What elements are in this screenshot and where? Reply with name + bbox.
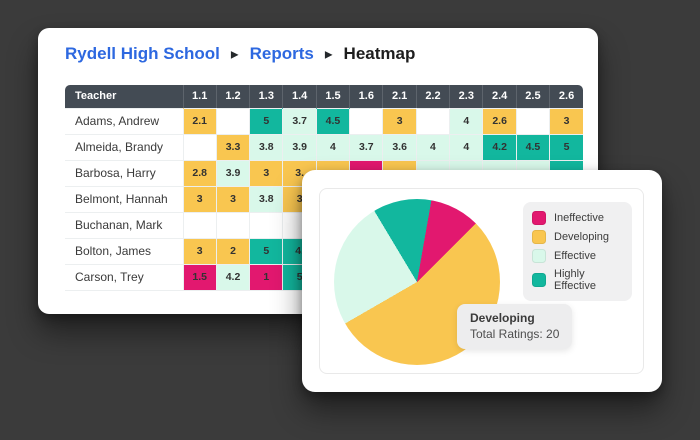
heatmap-cell[interactable]: 3.6 xyxy=(382,133,417,161)
heatmap-column-header: 2.5 xyxy=(516,85,551,108)
pie-legend: Ineffective Developing Effective Highly Eff… xyxy=(523,202,632,301)
heatmap-cell[interactable]: 4.5 xyxy=(315,107,351,135)
heatmap-column-header: 1.2 xyxy=(216,85,251,108)
teacher-name-cell: Carson, Trey xyxy=(65,263,184,291)
heatmap-cell[interactable]: 2.8 xyxy=(182,159,217,187)
pie-tooltip-value: Total Ratings: 20 xyxy=(470,327,560,341)
legend-item[interactable]: Ineffective xyxy=(532,211,626,225)
heatmap-column-header: 1.5 xyxy=(316,85,351,108)
legend-item[interactable]: Highly Effective xyxy=(532,268,626,292)
heatmap-cell[interactable]: 4.2 xyxy=(482,133,517,161)
heatmap-cell[interactable]: 5 xyxy=(549,133,583,161)
legend-label: Ineffective xyxy=(554,212,604,224)
heatmap-cell[interactable]: 3 xyxy=(249,159,284,187)
heatmap-cell[interactable]: 4 xyxy=(449,107,484,135)
pie-tooltip: Developing Total Ratings: 20 xyxy=(457,304,573,349)
teacher-name-cell: Buchanan, Mark xyxy=(65,211,184,239)
heatmap-column-header: 1.6 xyxy=(349,85,384,108)
breadcrumb-arrow-icon: ▶ xyxy=(230,49,239,60)
teacher-name-cell: Belmont, Hannah xyxy=(65,185,184,213)
pie-chart-card: Ineffective Developing Effective Highly Eff… xyxy=(302,170,662,392)
legend-item[interactable]: Developing xyxy=(532,230,626,244)
heatmap-column-header: 2.3 xyxy=(449,85,484,108)
heatmap-column-header: 1.3 xyxy=(249,85,284,108)
heatmap-cell[interactable]: 4.5 xyxy=(515,133,551,161)
heatmap-cell[interactable]: 3.9 xyxy=(215,159,251,187)
heatmap-cell[interactable]: 3 xyxy=(182,185,217,213)
legend-swatch xyxy=(532,273,546,287)
breadcrumb-arrow-icon: ▶ xyxy=(324,49,333,60)
heatmap-cell[interactable] xyxy=(215,107,251,135)
breadcrumb-school-link[interactable]: Rydell High School xyxy=(65,44,220,63)
heatmap-cell[interactable]: 3 xyxy=(549,107,583,135)
heatmap-row: Adams, Andrew 2.1 5 3.7 4.5 3 4 2.6 3 xyxy=(65,107,583,135)
teacher-name-cell: Barbosa, Harry xyxy=(65,159,184,187)
heatmap-cell[interactable]: 3.8 xyxy=(249,133,284,161)
heatmap-cell[interactable] xyxy=(515,107,551,135)
heatmap-cell[interactable]: 2.6 xyxy=(482,107,517,135)
teacher-name-cell: Almeida, Brandy xyxy=(65,133,184,161)
legend-label: Highly Effective xyxy=(554,268,596,292)
heatmap-header-teacher: Teacher xyxy=(65,85,184,108)
heatmap-cell[interactable]: 3.8 xyxy=(249,185,284,213)
legend-label: Developing xyxy=(554,231,610,243)
heatmap-cell[interactable] xyxy=(249,211,284,239)
heatmap-column-header: 2.6 xyxy=(549,85,583,108)
teacher-name-cell: Adams, Andrew xyxy=(65,107,184,135)
heatmap-column-header: 2.2 xyxy=(416,85,451,108)
heatmap-cell[interactable]: 3.7 xyxy=(349,133,384,161)
heatmap-cell[interactable]: 3 xyxy=(382,107,417,135)
heatmap-cell[interactable]: 4.2 xyxy=(215,263,251,291)
breadcrumb-reports-link[interactable]: Reports xyxy=(249,44,314,63)
pie-tooltip-title: Developing xyxy=(470,311,535,325)
heatmap-cell[interactable]: 4 xyxy=(449,133,484,161)
breadcrumb: Rydell High School ▶ Reports ▶ Heatmap xyxy=(65,44,598,64)
heatmap-column-header: 2.1 xyxy=(382,85,417,108)
heatmap-cell[interactable]: 1.5 xyxy=(182,263,217,291)
breadcrumb-current-page: Heatmap xyxy=(343,44,416,63)
heatmap-cell[interactable]: 2.1 xyxy=(182,107,217,135)
heatmap-cell[interactable]: 5 xyxy=(249,107,284,135)
heatmap-cell[interactable] xyxy=(415,107,451,135)
teacher-name-cell: Bolton, James xyxy=(65,237,184,265)
heatmap-cell[interactable]: 4 xyxy=(315,133,351,161)
heatmap-cell[interactable]: 3 xyxy=(182,237,217,265)
legend-item[interactable]: Effective xyxy=(532,249,626,263)
heatmap-cell[interactable]: 1 xyxy=(249,263,284,291)
heatmap-cell[interactable]: 3.3 xyxy=(215,133,251,161)
heatmap-cell[interactable] xyxy=(215,211,251,239)
heatmap-cell[interactable] xyxy=(349,107,384,135)
heatmap-cell[interactable]: 3.9 xyxy=(282,133,317,161)
legend-swatch xyxy=(532,211,546,225)
pie-chart-panel: Ineffective Developing Effective Highly Eff… xyxy=(319,188,644,374)
legend-swatch xyxy=(532,230,546,244)
heatmap-cell[interactable]: 3.7 xyxy=(282,107,317,135)
heatmap-column-header: 1.4 xyxy=(282,85,317,108)
heatmap-cell[interactable]: 5 xyxy=(249,237,284,265)
legend-swatch xyxy=(532,249,546,263)
heatmap-column-header: 1.1 xyxy=(183,85,217,108)
heatmap-cell[interactable]: 4 xyxy=(415,133,451,161)
heatmap-row: Almeida, Brandy 3.3 3.8 3.9 4 3.7 3.6 4 4 4.2 4.5 5 xyxy=(65,133,583,161)
heatmap-cell[interactable] xyxy=(182,211,217,239)
legend-label: Effective xyxy=(554,250,596,262)
heatmap-cell[interactable] xyxy=(182,133,217,161)
heatmap-cell[interactable]: 3 xyxy=(215,185,251,213)
heatmap-column-header: 2.4 xyxy=(482,85,517,108)
heatmap-cell[interactable]: 2 xyxy=(215,237,251,265)
